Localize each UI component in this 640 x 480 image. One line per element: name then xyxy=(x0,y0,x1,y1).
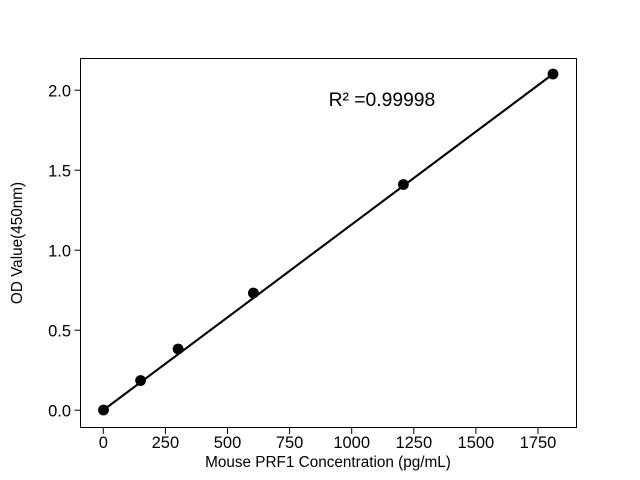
svg-text:1750: 1750 xyxy=(520,434,557,452)
svg-text:OD Value(450nm): OD Value(450nm) xyxy=(9,182,26,304)
svg-text:1500: 1500 xyxy=(458,434,495,452)
svg-text:500: 500 xyxy=(214,434,242,452)
svg-text:750: 750 xyxy=(276,434,304,452)
svg-text:R² =0.99998: R² =0.99998 xyxy=(329,90,436,111)
svg-text:1000: 1000 xyxy=(333,434,370,452)
svg-text:1250: 1250 xyxy=(395,434,432,452)
svg-text:1.5: 1.5 xyxy=(48,163,71,181)
svg-text:250: 250 xyxy=(152,434,180,452)
svg-text:Mouse PRF1 Concentration (pg/m: Mouse PRF1 Concentration (pg/mL) xyxy=(205,454,451,471)
svg-text:0: 0 xyxy=(99,434,108,452)
svg-text:0.5: 0.5 xyxy=(48,323,71,341)
svg-text:0.0: 0.0 xyxy=(48,403,71,421)
svg-text:2.0: 2.0 xyxy=(48,83,71,101)
svg-text:1.0: 1.0 xyxy=(48,243,71,261)
